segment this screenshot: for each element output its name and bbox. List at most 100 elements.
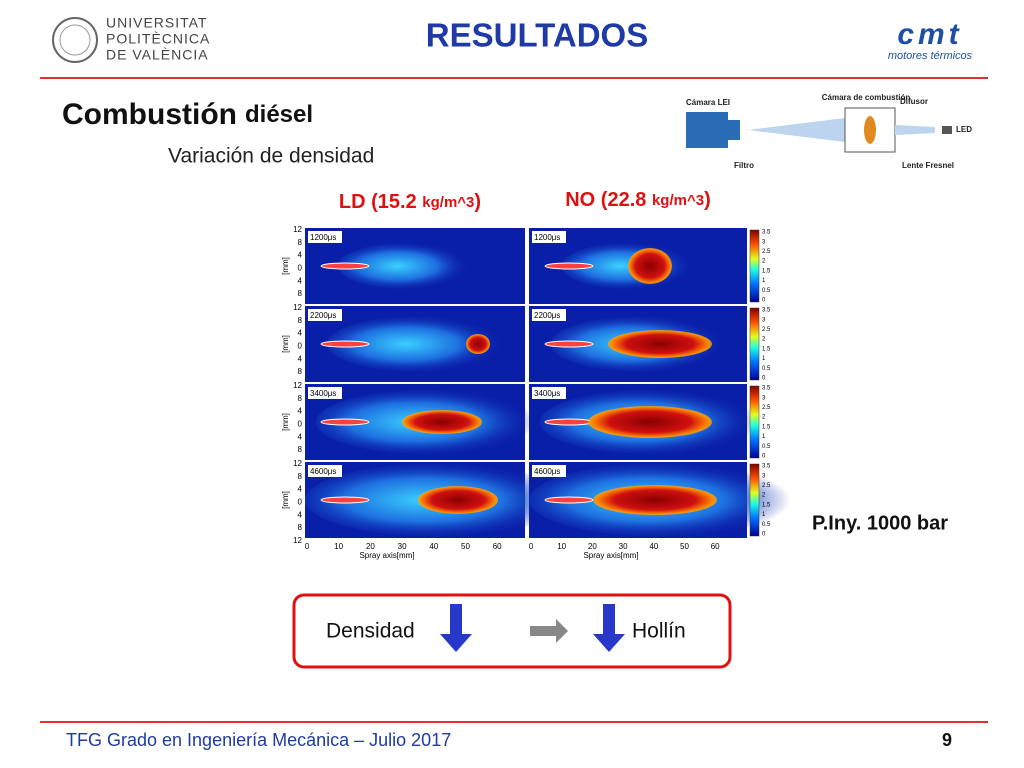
y-tick-label: 12: [293, 225, 302, 234]
colorbar: [749, 307, 760, 381]
x-tick-label: 50: [461, 542, 470, 551]
y-tick-label: 4: [298, 354, 303, 363]
colorbar-tick: 3.5: [762, 308, 771, 314]
university-name: POLITÈCNICA: [106, 31, 210, 47]
colorbar: [749, 229, 760, 303]
nozzle-jet: [544, 262, 594, 270]
y-tick-label: 0: [298, 342, 303, 351]
y-tick-label: 8: [298, 367, 303, 376]
soot-cloud: [608, 330, 712, 358]
camera-icon: [728, 120, 740, 140]
nozzle-jet: [320, 496, 370, 504]
colorbar-tick: 0.5: [762, 366, 771, 372]
x-tick-label: 50: [680, 542, 689, 551]
x-tick-label: 40: [429, 542, 438, 551]
y-tick-label: 8: [298, 523, 303, 532]
time-label: 1200μs: [310, 233, 336, 242]
x-tick-label: 60: [493, 542, 502, 551]
x-tick-label: 0: [529, 542, 534, 551]
colorbar-tick: 1.5: [762, 268, 771, 274]
section-subtitle: Variación de densidad: [168, 145, 374, 168]
vapor-haze: [338, 243, 470, 289]
y-tick-label: 4: [298, 251, 303, 260]
colorbar-tick: 1: [762, 512, 766, 518]
y-axis-label: [mm]: [281, 413, 290, 431]
y-axis-label: [mm]: [281, 335, 290, 353]
slide-title: RESULTADOS: [426, 17, 648, 54]
y-tick-label: 8: [298, 472, 303, 481]
condition-name: LD (15.2: [339, 191, 417, 213]
colorbar-tick: 3.5: [762, 230, 771, 236]
y-tick-label: 4: [298, 510, 303, 519]
y-axis-label: [mm]: [281, 491, 290, 509]
time-label-box: [308, 465, 342, 477]
injection-note: P.Iny. 1000 bar: [812, 512, 948, 534]
condition-label: NO (22.8 kg/m^3): [565, 189, 711, 211]
y-tick-label: 4: [298, 276, 303, 285]
y-tick-label: 4: [298, 485, 303, 494]
colorbar-tick: 3.5: [762, 386, 771, 392]
nozzle-jet: [544, 496, 594, 504]
y-tick-label: 8: [298, 445, 303, 454]
condition-close: ): [474, 191, 481, 213]
time-label: 4600μs: [534, 467, 560, 476]
y-tick-label: 8: [298, 289, 303, 298]
condition-unit: kg/m^3: [422, 194, 474, 211]
colorbar-tick: 0: [762, 376, 766, 382]
y-tick-label: 12: [293, 536, 302, 545]
diagram-label: Difusor: [900, 97, 928, 106]
time-label-box: [532, 387, 566, 399]
soot-cloud: [593, 485, 717, 515]
y-tick-label: 0: [298, 264, 303, 273]
diagram-label: Filtro: [734, 161, 754, 170]
colorbar-tick: 2: [762, 259, 766, 265]
section-title-suffix: diésel: [245, 101, 313, 128]
colorbar-tick: 3: [762, 473, 766, 479]
y-tick-label: 4: [298, 432, 303, 441]
flame-icon: [864, 116, 876, 144]
time-label-box: [308, 387, 342, 399]
colorbar-tick: 1.5: [762, 346, 771, 352]
y-tick-label: 12: [293, 459, 302, 468]
colorbar-tick: 0.5: [762, 444, 771, 450]
nozzle-jet: [544, 418, 594, 426]
colorbar-tick: 1: [762, 356, 766, 362]
nozzle-jet: [320, 340, 370, 348]
time-label-box: [532, 309, 566, 321]
time-label: 2200μs: [534, 311, 560, 320]
time-label-box: [308, 231, 342, 243]
x-tick-label: 30: [398, 542, 407, 551]
colorbar-tick: 2: [762, 415, 766, 421]
x-tick-label: 60: [711, 542, 720, 551]
university-name: UNIVERSITAT: [106, 15, 208, 31]
colorbar-tick: 0: [762, 298, 766, 304]
colorbar-tick: 0: [762, 454, 766, 460]
time-label-box: [532, 231, 566, 243]
image-panels: 1200μs 1200μs3.532.521.510.501284048[mm]2…: [281, 225, 791, 560]
section-title: Combustión diésel: [62, 98, 313, 131]
colorbar-tick: 2.5: [762, 327, 771, 333]
box-text: Hollín: [632, 620, 686, 643]
time-label: 3400μs: [310, 389, 336, 398]
setup-diagram: Cámara LEI Cámara de combustión Difusor …: [686, 93, 972, 170]
colorbar-tick: 1.5: [762, 502, 771, 508]
section-title: Combustión: [62, 98, 237, 131]
condition-name: NO (22.8: [565, 189, 646, 211]
y-tick-label: 8: [298, 238, 303, 247]
colorbar-tick: 3: [762, 395, 766, 401]
y-axis-label: [mm]: [281, 257, 290, 275]
beam: [748, 118, 845, 142]
diagram-label: LED: [956, 125, 972, 134]
colorbar-tick: 1: [762, 278, 766, 284]
nozzle-jet: [320, 418, 370, 426]
y-tick-label: 0: [298, 498, 303, 507]
y-tick-label: 4: [298, 329, 303, 338]
diagram-label: Cámara de combustión: [822, 93, 911, 102]
x-tick-label: 20: [588, 542, 597, 551]
x-tick-label: 30: [619, 542, 628, 551]
conclusion-box: [292, 593, 732, 669]
colorbar-tick: 1: [762, 434, 766, 440]
led-icon: [942, 126, 952, 134]
soot-cloud: [466, 334, 490, 354]
soot-cloud: [418, 486, 498, 514]
